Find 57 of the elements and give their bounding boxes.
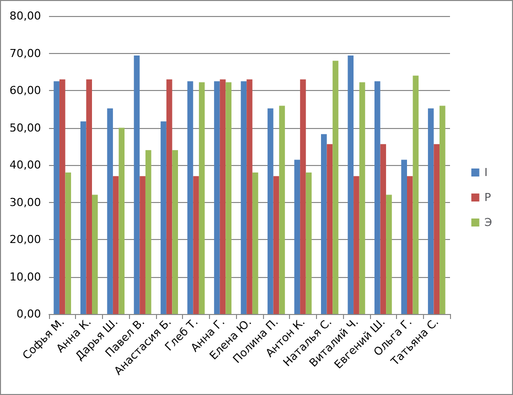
bar [118,128,125,314]
bar [59,79,66,314]
bar [252,172,258,314]
y-tick-label: 40,00 [10,158,41,172]
bar [407,176,413,314]
legend-label: P [484,191,492,204]
bar [306,172,312,314]
bar [220,79,226,314]
bar [359,82,366,314]
bar [300,79,306,314]
bar [92,194,98,314]
y-tick-label: 30,00 [10,196,41,209]
bar [54,81,60,314]
bar [428,108,434,314]
bar [273,176,280,314]
y-tick-label: 50,00 [10,121,41,134]
bar [386,194,392,314]
y-tick-label: 20,00 [10,233,41,246]
bar [112,176,119,314]
bar [65,172,72,314]
bar [279,106,285,314]
bar [326,144,333,314]
bar [434,144,440,314]
legend-label: I [484,166,488,179]
legend-label: Э [484,216,492,229]
bar [332,60,338,314]
bar [214,81,220,314]
bar [246,79,252,314]
bar [187,81,194,314]
bar [348,55,354,314]
bar [193,176,199,314]
bar [354,176,360,314]
bar [160,121,166,314]
bar [140,176,146,314]
bar [226,82,232,314]
y-tick-label: 0,00 [16,308,41,320]
y-tick-label: 10,00 [10,270,41,284]
y-tick-label: 70,00 [10,46,41,60]
bar [80,121,86,314]
y-tick-label: 60,00 [10,84,41,97]
bar [412,76,419,314]
bar [198,82,205,314]
bar [380,144,386,314]
bar [321,134,327,314]
bar [374,81,380,314]
y-tick-label: 80,00 [10,10,41,22]
bar [172,150,178,314]
bar [107,108,113,314]
bar [145,150,152,314]
bar [268,108,274,314]
bar [134,55,140,314]
bar [401,160,408,314]
bar [240,81,247,314]
bar [440,106,446,314]
bar [294,160,300,314]
bar [86,79,92,314]
bar [166,79,172,314]
